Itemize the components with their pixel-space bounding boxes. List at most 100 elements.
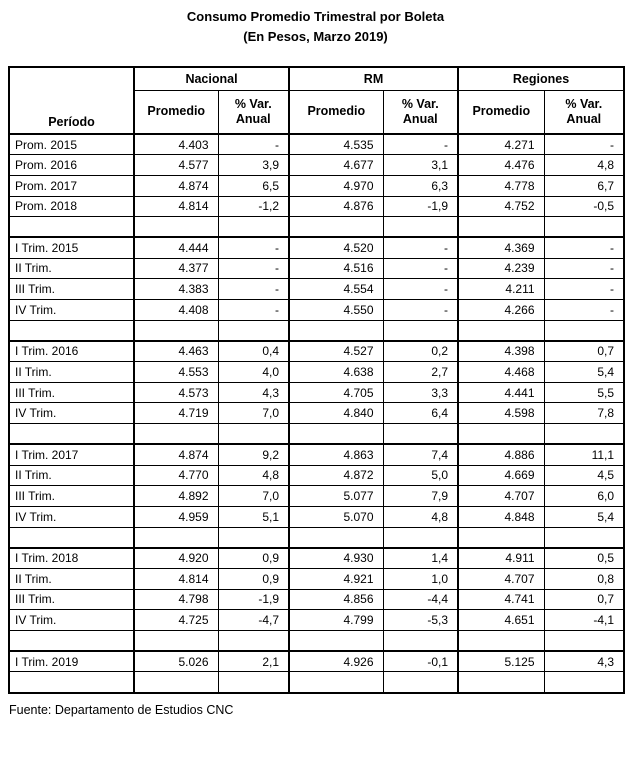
table-row: Prom. 2015 4.403-4.535-4.271- xyxy=(8,133,625,156)
column-header-regiones-promedio: Promedio xyxy=(457,89,545,135)
value-cell: 5,4 xyxy=(543,505,625,528)
table-row: I Trim. 2016 4.463 0,4 4.527 0,2 4.398 0,7 xyxy=(8,340,625,363)
value-cell: 0,5 xyxy=(543,547,625,569)
value-cell: 4.577 xyxy=(133,154,219,176)
column-header-periodo: Período xyxy=(8,66,135,135)
var-label-line2: Anual xyxy=(566,111,602,126)
value-cell: 5,1 xyxy=(217,505,290,528)
value-cell: 4.892 xyxy=(133,485,219,507)
value-cell: 0,8 xyxy=(543,567,625,590)
value-cell xyxy=(382,526,459,549)
value-cell: - xyxy=(543,236,625,259)
value-cell xyxy=(288,671,384,694)
table-row: I Trim. 2019 5.026 2,1 4.926 -0,1 5.125 4,3 xyxy=(8,650,625,673)
value-cell xyxy=(217,630,290,653)
value-cell: - xyxy=(217,236,290,259)
column-header-nacional-var-anual: % Var. Anual xyxy=(217,89,290,135)
value-cell: 4,8 xyxy=(382,505,459,528)
value-cell xyxy=(382,319,459,342)
value-cell: 5.026 xyxy=(133,650,219,673)
value-cell: 7,4 xyxy=(382,443,459,466)
title-block: Consumo Promedio Trimestral por Boleta (… xyxy=(8,7,623,47)
value-cell: 4.535 xyxy=(288,133,384,156)
value-cell: 7,8 xyxy=(543,402,625,425)
period-cell xyxy=(8,216,135,239)
period-cell xyxy=(8,630,135,653)
value-cell: 4.814 xyxy=(133,567,219,590)
value-cell: 4.911 xyxy=(457,547,545,569)
period-cell: Prom. 2018 xyxy=(8,195,135,218)
table-row: I Trim. 2015 4.444-4.520-4.369- xyxy=(8,236,625,259)
value-cell: 5.070 xyxy=(288,505,384,528)
value-cell: 0,9 xyxy=(217,547,290,569)
value-cell: 4.799 xyxy=(288,609,384,631)
value-cell xyxy=(543,630,625,653)
value-cell xyxy=(543,423,625,446)
table-header: Período Nacional RM Regiones Promedio % … xyxy=(8,66,625,135)
spacer-row xyxy=(8,526,625,549)
value-cell: 6,7 xyxy=(543,174,625,197)
table-row: Prom. 2016 4.577 3,9 4.677 3,1 4.476 4,8 xyxy=(8,154,625,176)
table-row: III Trim. 4.892 7,0 5.077 7,9 4.707 6,0 xyxy=(8,485,625,507)
period-cell: II Trim. xyxy=(8,567,135,590)
value-cell: - xyxy=(382,133,459,156)
value-cell: 4.520 xyxy=(288,236,384,259)
value-cell: 4.211 xyxy=(457,278,545,300)
value-cell: 4,8 xyxy=(217,464,290,487)
value-cell: 4.707 xyxy=(457,485,545,507)
value-cell xyxy=(133,319,219,342)
value-cell: 4.463 xyxy=(133,340,219,363)
value-cell: 6,5 xyxy=(217,174,290,197)
value-cell: 4.651 xyxy=(457,609,545,631)
value-cell xyxy=(217,216,290,239)
value-cell xyxy=(288,216,384,239)
value-cell: 4.778 xyxy=(457,174,545,197)
group-header-row: Período Nacional RM Regiones xyxy=(8,66,625,135)
value-cell: 4.271 xyxy=(457,133,545,156)
table-row: I Trim. 2017 4.874 9,2 4.863 7,4 4.886 11,1 xyxy=(8,443,625,466)
var-label-line1: % Var. xyxy=(234,96,272,111)
value-cell: 4.725 xyxy=(133,609,219,631)
value-cell: 4.872 xyxy=(288,464,384,487)
value-cell: -5,3 xyxy=(382,609,459,631)
value-cell: 5.077 xyxy=(288,485,384,507)
period-cell: I Trim. 2015 xyxy=(8,236,135,259)
value-cell: 9,2 xyxy=(217,443,290,466)
spacer-row xyxy=(8,671,625,694)
value-cell xyxy=(457,630,545,653)
table-row: Prom. 2017 4.874 6,5 4.970 6,3 4.778 6,7 xyxy=(8,174,625,197)
table-row: II Trim. 4.553 4,0 4.638 2,7 4.468 5,4 xyxy=(8,361,625,383)
value-cell xyxy=(543,671,625,694)
value-cell: 7,0 xyxy=(217,485,290,507)
value-cell xyxy=(382,630,459,653)
value-cell: 4,0 xyxy=(217,361,290,383)
report-title: Consumo Promedio Trimestral por Boleta xyxy=(186,9,445,24)
value-cell: - xyxy=(382,257,459,280)
value-cell: 2,7 xyxy=(382,361,459,383)
period-cell: II Trim. xyxy=(8,257,135,280)
value-cell: 3,1 xyxy=(382,154,459,176)
value-cell: -1,9 xyxy=(382,195,459,218)
value-cell: 4.403 xyxy=(133,133,219,156)
value-cell: - xyxy=(543,257,625,280)
value-cell: 4.476 xyxy=(457,154,545,176)
period-cell xyxy=(8,526,135,549)
column-header-nacional-promedio: Promedio xyxy=(133,89,219,135)
table-row: II Trim. 4.377-4.516-4.239- xyxy=(8,257,625,280)
value-cell: 4.468 xyxy=(457,361,545,383)
period-cell: Prom. 2017 xyxy=(8,174,135,197)
period-cell: I Trim. 2019 xyxy=(8,650,135,673)
value-cell: 6,0 xyxy=(543,485,625,507)
value-cell xyxy=(382,216,459,239)
value-cell: 4.930 xyxy=(288,547,384,569)
value-cell xyxy=(133,216,219,239)
value-cell: 4.886 xyxy=(457,443,545,466)
value-cell: 4.707 xyxy=(457,567,545,590)
value-cell: 4.239 xyxy=(457,257,545,280)
value-cell: 4.516 xyxy=(288,257,384,280)
value-cell: 1,4 xyxy=(382,547,459,569)
period-cell: IV Trim. xyxy=(8,609,135,631)
value-cell: 4.444 xyxy=(133,236,219,259)
period-cell: III Trim. xyxy=(8,278,135,300)
var-label-line1: % Var. xyxy=(565,96,603,111)
